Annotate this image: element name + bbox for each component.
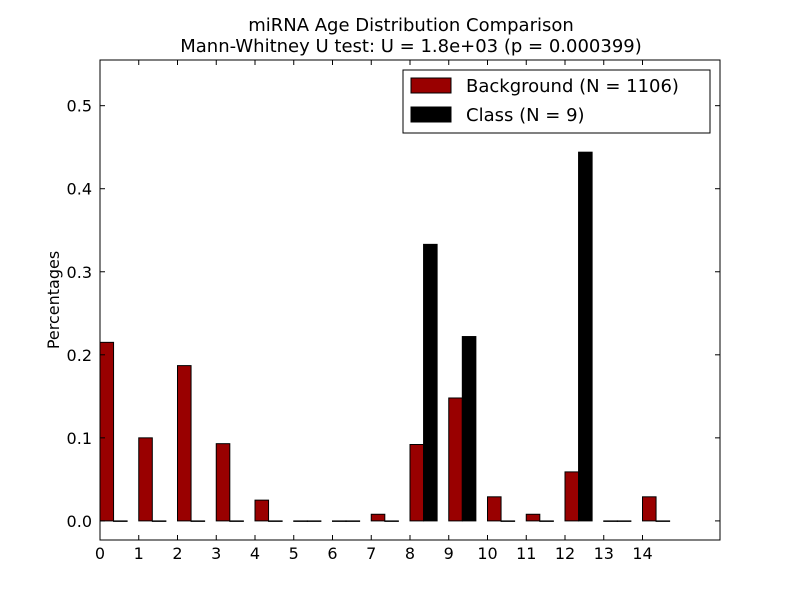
x-tick-label-6: 6 xyxy=(327,544,337,563)
x-tick-label-9: 9 xyxy=(444,544,454,563)
x-tick-label-5: 5 xyxy=(289,544,299,563)
chart-title: miRNA Age Distribution Comparison xyxy=(248,15,574,36)
legend-label-background: Background (N = 1106) xyxy=(466,76,679,97)
bar-background-10 xyxy=(487,496,502,522)
y-tick-label-0.5: 0.5 xyxy=(67,97,92,116)
bar-class-10 xyxy=(500,520,516,522)
bar-background-3 xyxy=(215,443,231,522)
bar-class-14 xyxy=(655,520,671,522)
x-tick-label-8: 8 xyxy=(405,544,415,563)
x-tick-label-12: 12 xyxy=(555,544,575,563)
bar-class-6 xyxy=(345,520,361,522)
x-tick-label-10: 10 xyxy=(477,544,497,563)
bar-background-0 xyxy=(99,341,115,522)
y-axis-label: Percentages xyxy=(44,251,63,349)
y-tick-label-0.3: 0.3 xyxy=(67,263,92,282)
bar-class-9 xyxy=(461,336,477,522)
bar-background-2 xyxy=(177,365,192,522)
x-tick-label-0: 0 xyxy=(95,544,105,563)
x-tick-label-13: 13 xyxy=(594,544,614,563)
x-tick-label-7: 7 xyxy=(366,544,376,563)
bar-class-3 xyxy=(229,520,244,522)
bar-background-1 xyxy=(138,437,153,522)
bar-class-11 xyxy=(539,520,554,522)
bars-group xyxy=(99,151,671,522)
x-tick-label-3: 3 xyxy=(211,544,221,563)
y-tick-label-0.0: 0.0 xyxy=(67,512,92,531)
y-tick-label-0.4: 0.4 xyxy=(67,180,92,199)
legend: Background (N = 1106) Class (N = 9) xyxy=(402,69,711,134)
chart-subtitle: Mann-Whitney U test: U = 1.8e+03 (p = 0.… xyxy=(180,36,642,57)
bar-class-8 xyxy=(423,243,438,522)
bar-background-4 xyxy=(254,499,270,522)
bar-class-7 xyxy=(384,520,399,522)
bar-background-5 xyxy=(293,520,308,522)
bar-background-14 xyxy=(642,496,657,522)
bar-class-0 xyxy=(113,520,128,522)
legend-box xyxy=(402,69,711,134)
bar-background-6 xyxy=(332,520,347,522)
bar-class-13 xyxy=(616,520,632,522)
bar-background-7 xyxy=(370,513,386,522)
legend-swatch-class xyxy=(410,106,452,123)
x-tick-label-14: 14 xyxy=(632,544,652,563)
ticks-group: 0 1 2 3 4 5 6 7 8 9 10 11 12 13 140.00.10.20.30.40.5 xyxy=(67,60,720,563)
plot-frame xyxy=(99,59,721,541)
x-tick-label-4: 4 xyxy=(250,544,260,563)
bar-class-2 xyxy=(190,520,206,522)
x-tick-label-1: 1 xyxy=(134,544,144,563)
bar-class-12 xyxy=(578,151,593,522)
x-tick-label-2: 2 xyxy=(172,544,182,563)
bar-background-9 xyxy=(448,397,463,522)
y-tick-label-0.1: 0.1 xyxy=(67,429,92,448)
y-tick-label-0.2: 0.2 xyxy=(67,346,92,365)
legend-swatch-background xyxy=(410,77,452,94)
bar-class-1 xyxy=(151,520,167,522)
x-tick-label-11: 11 xyxy=(516,544,536,563)
bar-background-13 xyxy=(603,520,618,522)
bar-background-8 xyxy=(409,444,425,522)
bar-class-5 xyxy=(306,520,322,522)
bar-background-12 xyxy=(564,471,580,522)
bar-class-4 xyxy=(268,520,283,522)
legend-label-class: Class (N = 9) xyxy=(466,105,585,126)
bar-background-11 xyxy=(525,513,541,522)
